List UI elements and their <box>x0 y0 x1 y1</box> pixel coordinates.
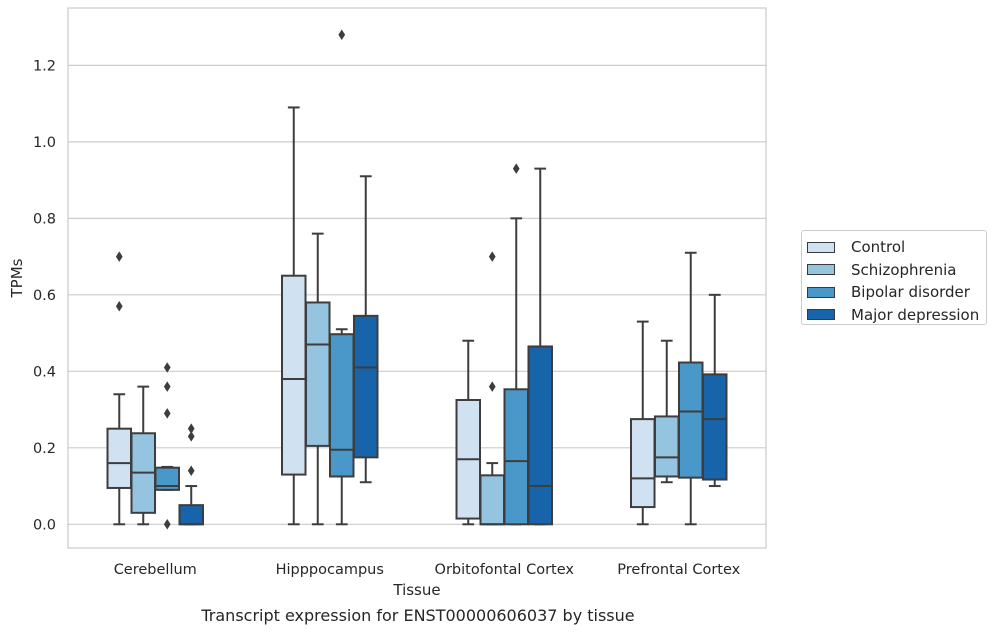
y-tick-label: 1.2 <box>33 58 56 74</box>
y-tick-label: 0.0 <box>33 517 56 533</box>
box-iqr <box>479 474 506 526</box>
y-tick-label: 0.6 <box>33 288 56 304</box>
x-tick-label: Hipppocampus <box>276 562 384 578</box>
box-major-depression <box>701 293 728 488</box>
box-schizophrenia <box>130 385 157 526</box>
box-schizophrenia <box>653 339 680 484</box>
box-iqr <box>106 427 133 489</box>
legend-item-control: Control <box>807 236 986 259</box>
y-tick-label: 0.2 <box>33 441 56 457</box>
y-axis-label: TPMs <box>8 258 26 298</box>
x-tick-labels: Cerebellum Hipppocampus Orbitofontal Corte… <box>114 562 741 578</box>
legend-item-major-depression: Major depression <box>807 304 986 327</box>
outlier-point <box>512 163 520 174</box>
box-iqr <box>178 504 204 526</box>
box-schizophrenia <box>304 232 331 526</box>
box-iqr <box>281 274 307 476</box>
outlier-point <box>163 362 171 373</box>
box-control <box>455 339 482 526</box>
outlier-point <box>163 519 171 530</box>
box-iqr <box>630 418 656 509</box>
outlier-point <box>163 408 171 419</box>
x-tick-label: Orbitofontal Cortex <box>435 562 575 578</box>
box-bipolar-disorder <box>328 29 355 526</box>
box-iqr <box>527 345 553 526</box>
legend-swatch <box>807 264 835 276</box>
box-schizophrenia <box>479 251 506 526</box>
box-major-depression <box>527 167 553 526</box>
box-iqr <box>154 466 181 491</box>
x-tick-label: Cerebellum <box>114 562 197 578</box>
legend-label: Control <box>851 238 906 257</box>
outlier-point <box>163 381 171 392</box>
legend: Control Schizophrenia Bipolar disorder M… <box>801 230 987 325</box>
legend-swatch <box>807 241 835 253</box>
outlier-point <box>488 251 496 262</box>
box-iqr <box>701 373 728 481</box>
legend-item-bipolar-disorder: Bipolar disorder <box>807 281 986 304</box>
outlier-point <box>115 251 123 262</box>
y-tick-labels: 0.0 0.2 0.4 0.6 0.8 1.0 1.2 <box>33 58 56 533</box>
legend-swatch <box>807 286 835 298</box>
legend-label: Schizophrenia <box>851 260 957 279</box>
outlier-point <box>187 465 195 476</box>
x-axis-label: Tissue <box>392 581 440 599</box>
legend-label: Major depression <box>851 305 980 324</box>
box-iqr <box>352 314 379 459</box>
box-iqr <box>677 361 704 479</box>
legend-item-schizophrenia: Schizophrenia <box>807 259 986 282</box>
chart-title: Transcript expression for ENST0000060603… <box>201 606 635 625</box>
box-bipolar-disorder <box>677 251 704 526</box>
box-control <box>106 251 133 526</box>
x-tick-label: Prefrontal Cortex <box>617 562 740 578</box>
outlier-point <box>488 381 496 392</box>
outlier-point <box>338 29 346 41</box>
legend-label: Bipolar disorder <box>851 283 970 302</box>
y-tick-label: 0.8 <box>33 211 56 227</box>
y-tick-label: 0.4 <box>33 364 56 380</box>
box-control <box>281 106 307 526</box>
box-iqr <box>503 388 530 526</box>
plot-area-frame <box>67 7 767 549</box>
box-bipolar-disorder <box>154 362 181 530</box>
outlier-point <box>187 431 195 442</box>
outlier-point <box>187 423 195 434</box>
legend-swatch <box>807 309 835 321</box>
box-iqr <box>328 333 355 478</box>
box-major-depression <box>178 423 204 526</box>
box-bipolar-disorder <box>503 163 530 526</box>
box-major-depression <box>352 175 379 484</box>
box-layer <box>106 29 728 530</box>
outlier-point <box>115 301 123 312</box>
gridlines <box>68 64 766 525</box>
box-iqr <box>653 415 680 478</box>
box-iqr <box>304 301 331 447</box>
y-tick-label: 1.0 <box>33 135 56 151</box>
box-control <box>630 320 656 526</box>
